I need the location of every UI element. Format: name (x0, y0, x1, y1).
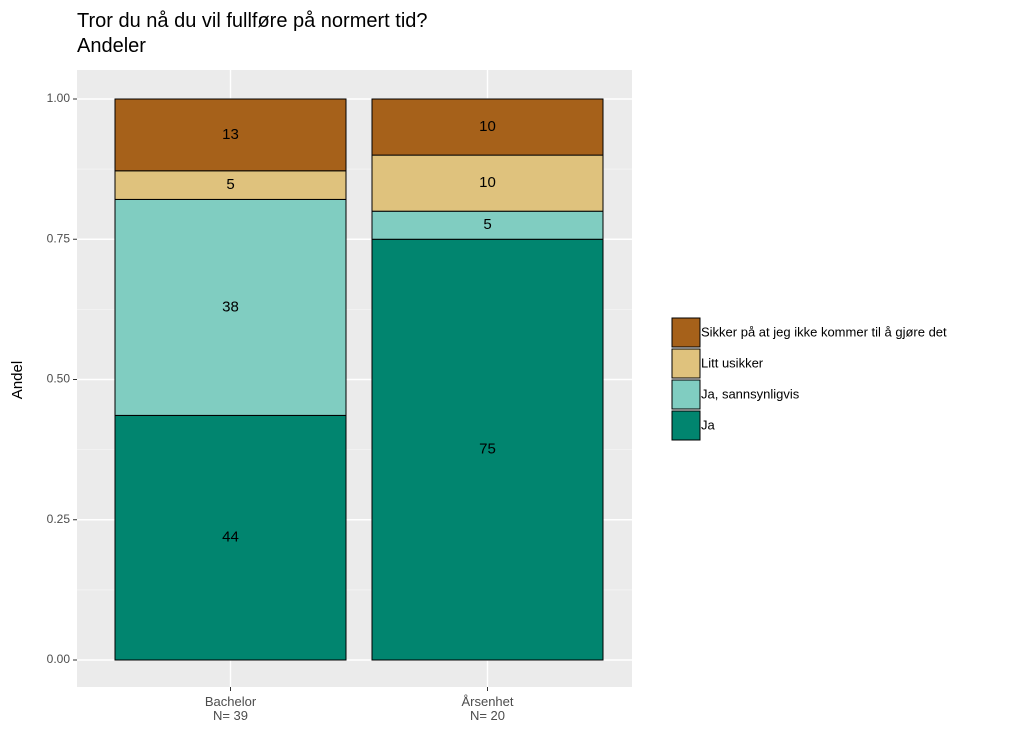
legend-key (671, 317, 701, 348)
bar-segment (371, 98, 604, 156)
y-tick-label: 0.25 (47, 512, 71, 526)
data-label: 5 (483, 216, 491, 233)
bar-segment (114, 98, 347, 172)
data-label: 10 (479, 174, 496, 191)
y-tick-label: 0.75 (47, 231, 71, 245)
legend-label: Ja (701, 417, 716, 432)
bar-segment (371, 238, 604, 661)
bar-segment (371, 210, 604, 240)
legend-label: Ja, sannsynligvis (701, 386, 800, 401)
data-label: 44 (222, 529, 239, 546)
bar-segment (371, 154, 604, 212)
data-label: 75 (479, 441, 496, 458)
data-label: 5 (226, 176, 234, 193)
legend-label: Litt usikker (701, 355, 764, 370)
bar-segment (114, 198, 347, 416)
legend-key (671, 379, 701, 410)
y-tick-label: 0.50 (47, 372, 71, 386)
data-label: 10 (479, 118, 496, 135)
legend-key (671, 410, 701, 441)
data-label: 13 (222, 126, 239, 143)
x-tick-label: Bachelor N= 39 (204, 694, 257, 723)
y-axis-label: Andel (9, 361, 26, 399)
x-tick-label: Årsenhet N= 20 (461, 694, 514, 723)
bar-segment (114, 414, 347, 661)
data-label: 38 (222, 298, 239, 315)
legend-key (671, 348, 701, 379)
y-tick-label: 0.00 (47, 652, 71, 666)
y-tick-label: 1.00 (47, 91, 71, 105)
chart-title: Tror du nå du vil fullføre på normert ti… (77, 10, 428, 57)
legend-label: Sikker på at jeg ikke kommer til å gjøre… (701, 324, 947, 339)
